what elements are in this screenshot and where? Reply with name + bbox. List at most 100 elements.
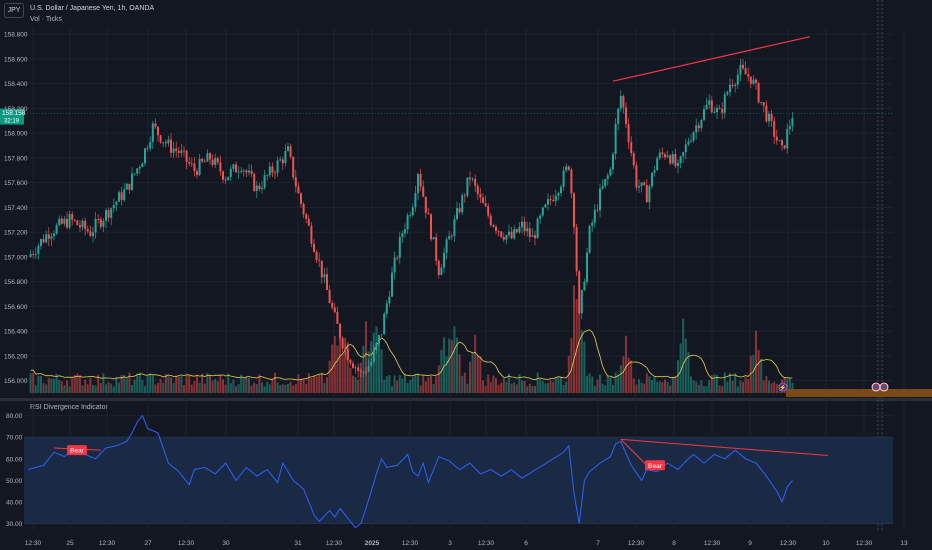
volume-bar [523,380,526,393]
volume-bar [162,382,165,393]
volume-bar [175,375,178,393]
candle-body [235,164,237,173]
candle-body [196,171,198,175]
lightning-icon-bg [778,382,788,392]
candle-body [258,185,261,190]
candle-body [671,154,674,164]
candle-body [690,140,692,142]
price-badge-box [0,108,24,125]
volume-bar [534,385,536,393]
price-divergence-line [612,36,811,82]
candle-body [372,350,375,363]
candle-body [463,195,466,197]
candle-body [333,307,336,313]
candle-body [172,148,175,153]
volume-bar [300,378,302,393]
volume-bar [744,377,747,393]
volume-bar [128,372,131,393]
volume-bar [289,382,292,393]
volume-bar [508,373,510,393]
candle-body [359,370,362,372]
candle-body [479,194,482,198]
symbol-badge[interactable]: JPY [4,3,24,18]
candle-body [310,225,313,244]
candle-body [586,252,588,282]
candle-body [224,179,227,181]
volume-bar [591,376,594,393]
volume-bar [76,373,79,393]
candle-body [734,84,737,86]
volume-bar [664,379,666,393]
candle-body [695,125,698,133]
future-strip [786,389,932,397]
volume-bar [388,375,391,393]
volume-bar [731,381,734,393]
volume-bar [42,383,45,393]
candle-body [786,129,789,149]
volume-bar [315,376,318,393]
candle-body [770,113,773,121]
candle-body [222,171,224,180]
candle-body [567,166,570,170]
candle-body [105,210,107,221]
volume-bar [393,375,396,393]
volume-bar [180,376,183,393]
volume-bar [258,374,261,393]
volume-bar [183,384,185,393]
volume-bar [430,375,432,393]
candle-body [736,74,739,85]
volume-bar [708,380,711,393]
candle-body [443,252,445,268]
volume-bar [710,375,713,393]
volume-label: Vol · Ticks [30,16,62,23]
candle-body [731,84,734,86]
volume-bar [172,383,175,393]
candle-body [370,362,373,366]
rsi-title: RSI Divergence Indicator [30,404,108,411]
volume-bar [53,378,55,393]
candle-body [513,229,516,239]
volume-bar [734,373,737,393]
candle-body [440,267,443,275]
volume-bar [346,342,349,393]
volume-bar [302,379,305,393]
volume-bar [588,373,591,393]
candle-body [112,204,115,209]
time-tick-label: 31 [294,540,302,547]
volume-bar [263,386,266,393]
volume-bar [66,380,68,393]
candle-body [492,224,495,227]
candle-body [248,170,250,173]
candle-body [232,164,235,169]
candle-body [362,371,365,373]
candle-body [768,113,770,122]
price-tick-label: 158.600 [4,56,28,63]
candle-body [336,312,339,324]
volume-bar [323,382,326,393]
volume-bar [99,383,102,393]
candle-body [214,158,217,165]
volume-bar [435,376,438,393]
candle-body [437,260,440,275]
volume-bar [375,326,378,393]
candle-body [97,219,100,220]
candle-body [570,169,573,194]
candle-body [749,76,752,84]
volume-bar [190,384,193,393]
flag-icon [871,382,881,392]
volume-bar [547,382,549,393]
volume-bar [149,373,152,393]
volume-bar [526,386,529,393]
candle-body [617,108,620,124]
volume-bar [609,377,612,393]
candle-body [684,144,687,153]
candle-body [536,218,539,239]
candle-body [89,231,92,237]
candle-body [765,105,768,122]
volume-bar [476,355,479,393]
volume-bar [768,380,770,393]
candle-body [242,170,245,172]
volume-bar [773,381,776,393]
